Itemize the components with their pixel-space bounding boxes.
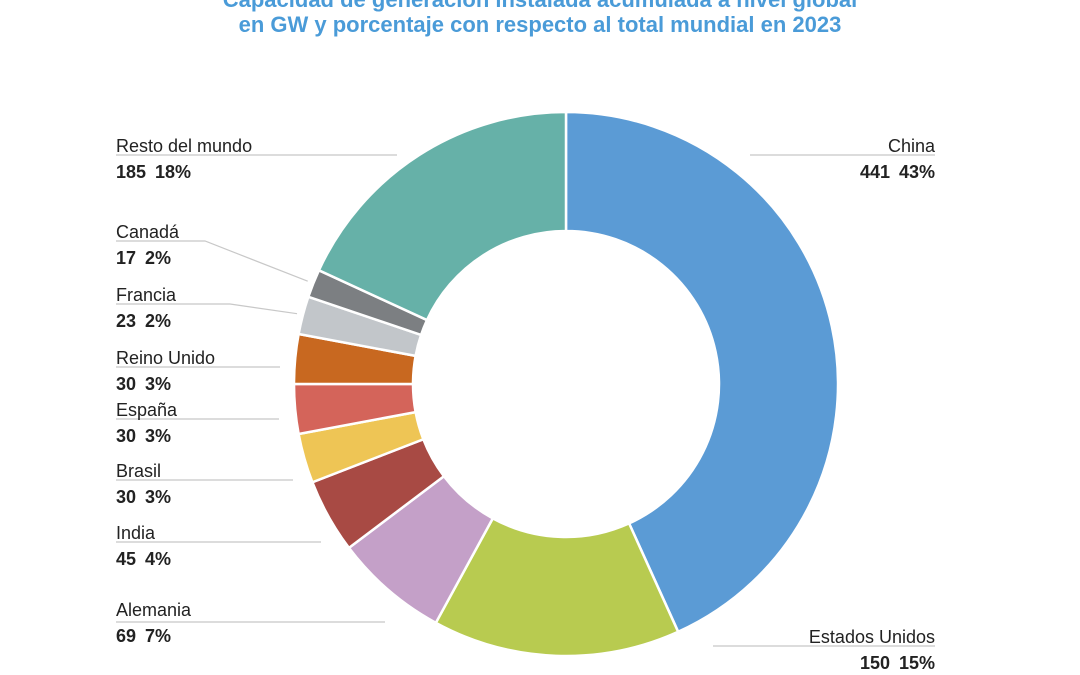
value-label-espana: 30 3%: [116, 426, 171, 446]
chart-title-line-1: Capacidad de generación instalada acumul…: [0, 0, 1080, 13]
value-label-estados-unidos: 150 15%: [860, 653, 935, 673]
value-label-canada: 17 2%: [116, 248, 171, 268]
slice-china: [564, 110, 840, 634]
value-label-resto-del-mundo: 185 18%: [116, 162, 191, 182]
label-brasil: Brasil: [116, 461, 161, 481]
value-label-china: 441 43%: [860, 162, 935, 182]
label-canada: Canadá: [116, 222, 180, 242]
chart-title-line-2: en GW y porcentaje con respecto al total…: [238, 12, 842, 37]
leader-line-francia: [116, 303, 298, 315]
label-alemania: Alemania: [116, 600, 192, 620]
label-resto-del-mundo: Resto del mundo: [116, 136, 252, 156]
value-label-india: 45 4%: [116, 549, 171, 569]
slice-estados-unidos: [434, 516, 680, 658]
value-label-brasil: 30 3%: [116, 487, 171, 507]
value-label-alemania: 69 7%: [116, 626, 171, 646]
value-label-francia: 23 2%: [116, 311, 171, 331]
label-espana: España: [116, 400, 178, 420]
value-label-reino-unido: 30 3%: [116, 374, 171, 394]
leader-line-canada: [116, 240, 308, 282]
label-francia: Francia: [116, 285, 177, 305]
label-india: India: [116, 523, 156, 543]
slice-resto-del-mundo: [317, 110, 568, 322]
label-china: China: [888, 136, 936, 156]
label-reino-unido: Reino Unido: [116, 348, 215, 368]
label-estados-unidos: Estados Unidos: [809, 627, 935, 647]
